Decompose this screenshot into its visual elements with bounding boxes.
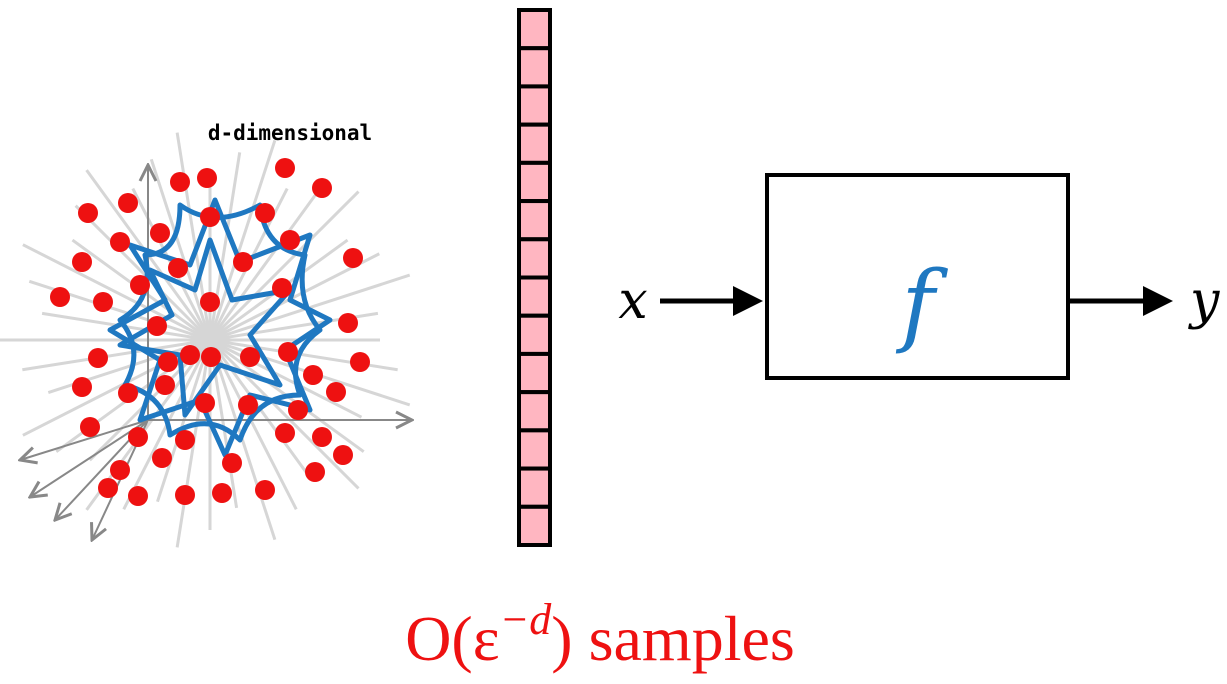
dimension-label: d-dimensional	[208, 121, 372, 145]
spike	[22, 338, 211, 372]
vector-cell	[517, 313, 552, 356]
sample-dot	[130, 275, 150, 295]
formula-exponent: −d	[500, 595, 553, 644]
sample-dot	[343, 248, 363, 268]
input-label: x	[618, 271, 647, 331]
spike	[208, 339, 239, 509]
sample-dot	[275, 423, 295, 443]
sample-dot	[175, 430, 195, 450]
sample-dot	[312, 427, 332, 447]
sample-dot	[195, 393, 215, 413]
sample-dot	[152, 448, 172, 468]
vector-cell	[517, 390, 552, 433]
spike	[74, 204, 212, 342]
function-box	[765, 173, 1070, 380]
sample-dot	[312, 178, 332, 198]
sample-dot	[180, 345, 200, 365]
sample-dot	[326, 382, 346, 402]
sample-dot	[240, 347, 260, 367]
spike	[208, 185, 323, 341]
vector-cell	[517, 160, 552, 204]
sample-dot	[80, 417, 100, 437]
sample-dot	[72, 377, 92, 397]
spike	[208, 190, 360, 342]
sample-dot	[255, 203, 275, 223]
sample-dot	[158, 352, 178, 372]
sample-dot	[175, 485, 195, 505]
sample-dot	[168, 258, 188, 278]
formula-word: samples	[589, 603, 795, 674]
sample-dot	[72, 252, 92, 272]
vector-cell	[517, 466, 552, 509]
vector-cell	[517, 84, 552, 127]
spike	[208, 139, 277, 341]
vector-cell	[517, 8, 552, 51]
sample-dot	[288, 400, 308, 420]
sample-dot	[78, 203, 98, 223]
sample-dot	[98, 478, 118, 498]
sample-dot	[278, 342, 298, 362]
sample-dot	[222, 453, 242, 473]
sample-dot	[272, 278, 292, 298]
sample-dot	[200, 292, 220, 312]
sample-dot	[197, 168, 217, 188]
sample-dot	[118, 383, 138, 403]
sample-dot	[212, 483, 232, 503]
formula-close: )	[551, 603, 572, 674]
sample-dot	[255, 480, 275, 500]
vector	[517, 8, 552, 547]
sample-dot	[155, 375, 175, 395]
vector-cell	[517, 504, 552, 547]
vector-cell	[517, 46, 552, 89]
sample-dot	[88, 348, 108, 368]
sample-dot	[305, 462, 325, 482]
sample-dot	[275, 158, 295, 178]
spike	[149, 158, 212, 341]
vector-cell	[517, 122, 552, 165]
sample-dot	[338, 313, 358, 333]
sample-dot	[147, 316, 167, 336]
spike	[209, 252, 380, 342]
sample-dot	[118, 193, 138, 213]
vector-cell	[517, 199, 552, 242]
sample-dot	[201, 347, 221, 367]
sample-dot	[200, 207, 220, 227]
vector-cell	[517, 428, 552, 471]
vector-cell	[517, 351, 552, 395]
sample-dot	[280, 230, 300, 250]
spike	[209, 338, 363, 419]
vector-cell	[517, 237, 552, 280]
sample-dot	[333, 445, 353, 465]
vector-cell	[517, 275, 552, 318]
sample-dot	[128, 427, 148, 447]
sample-dot	[110, 232, 130, 252]
spike	[22, 243, 211, 342]
sample-dot	[150, 223, 170, 243]
spikes	[0, 132, 411, 548]
sample-dot	[110, 460, 130, 480]
spike	[208, 338, 360, 490]
sample-dot	[93, 292, 113, 312]
formula: O(ε−d) samples	[405, 595, 795, 674]
sample-dot	[303, 365, 323, 385]
sample-dot	[238, 395, 258, 415]
sample-dot	[233, 252, 253, 272]
sample-dot	[170, 172, 190, 192]
samples	[50, 158, 370, 506]
sample-dot	[350, 352, 370, 372]
formula-base: O(ε	[405, 603, 499, 674]
sample-dot	[128, 486, 148, 506]
output-label: y	[1188, 271, 1220, 331]
sample-dot	[50, 287, 70, 307]
